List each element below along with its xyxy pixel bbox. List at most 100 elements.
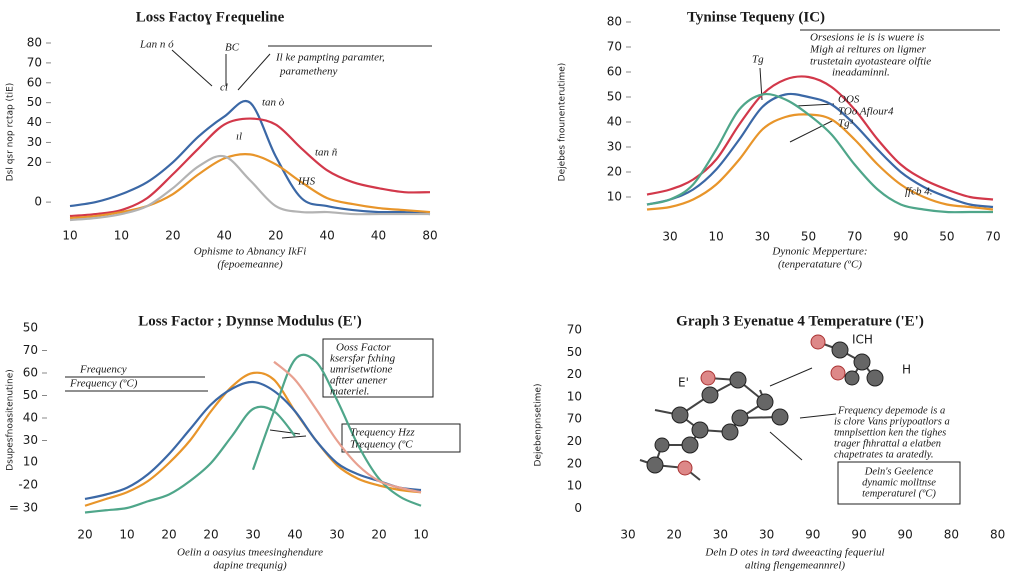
annotation: trustetain ayotasteare olftie [810, 56, 931, 68]
x-tick-label: 20 [161, 528, 176, 542]
y-tick-label: 40 [27, 115, 42, 129]
series-line [69, 154, 430, 222]
note: is clore Vans priypoatlors a [834, 416, 950, 427]
y-tick-label: 40 [23, 411, 38, 425]
x-tick-label: 90 [898, 528, 913, 542]
series-line [84, 380, 422, 501]
y-tick-label: 50 [23, 388, 38, 402]
x-tick-label: 20 [203, 528, 218, 542]
series-line [69, 153, 431, 220]
y-tick-label: 20 [567, 456, 582, 470]
note: Frequency depemode is a [837, 405, 945, 416]
atom-label: ICH [852, 333, 873, 347]
x-tick-label: 40 [320, 229, 335, 243]
x-tick-label: 90 [893, 230, 908, 244]
x-tick-label: 20 [667, 528, 682, 542]
y-tick-label: 70 [607, 40, 622, 54]
y-axis-label: Dsl qsr nop rctap (tiE) [6, 83, 16, 182]
chart-title: Loss Factor ; Dynnse Modulus (E') [138, 313, 362, 329]
y-tick-label: 20 [567, 367, 582, 381]
diagram-title: Graph 3 Eyenatue 4 Temperature ('E') [676, 313, 924, 329]
x-tick-label: 30 [245, 528, 260, 542]
x-tick-label: 20 [165, 229, 180, 243]
x-tick-label: 20 [77, 528, 92, 542]
y-tick-label: 50 [27, 95, 42, 109]
series-line [646, 92, 994, 209]
annotation: Frequency (ºC) [69, 378, 138, 390]
x-tick-label: 30 [755, 230, 770, 244]
note: trager fhhrattal a elatben [834, 438, 941, 449]
y-tick-label: = 30 [9, 501, 38, 515]
y-tick-label: 10 [607, 190, 622, 204]
annotation: tan ò [262, 97, 285, 109]
series-line [69, 117, 431, 218]
series-line [646, 113, 994, 211]
x-tick-label: 80 [422, 229, 437, 243]
y-tick-label: 80 [607, 15, 622, 29]
series-line [273, 360, 422, 494]
y-tick-label: 50 [23, 321, 38, 335]
x-tick-label: 10 [119, 528, 134, 542]
x-tick-label: 40 [287, 528, 302, 542]
y-tick-label: 80 [27, 36, 42, 50]
y-tick-label: 50 [567, 345, 582, 359]
chart-title: Loss Factoɣ Fɾequeline [136, 9, 285, 25]
x-tick-label: 50 [801, 230, 816, 244]
molecule [639, 334, 884, 481]
atom-label: H [902, 363, 911, 377]
annotation: ıl [236, 131, 242, 143]
x-tick-label: 40 [371, 229, 386, 243]
box-text: dynamic molltnse [862, 477, 936, 488]
annotation: Trequency (ºC [350, 439, 413, 451]
y-tick-label: 70 [27, 55, 42, 69]
series-line [251, 353, 422, 507]
box-text: Deln's Geelence [864, 466, 934, 477]
x-axis-label: Deln D otes in tərd dweeacting fequeriul [704, 547, 884, 559]
annotation: tan ñ [315, 147, 338, 159]
annotation: cl [220, 82, 228, 94]
x-tick-label: 20 [268, 229, 283, 243]
x-tick-label: 50 [939, 230, 954, 244]
x-tick-label: 30 [662, 230, 677, 244]
y-axis-label: Dejebes fnounenterutime) [558, 63, 568, 182]
x-tick-label: 30 [620, 528, 635, 542]
x-tick-label: 90 [805, 528, 820, 542]
y-tick-label: 50 [607, 90, 622, 104]
annotation: Trequency Hzz [350, 427, 415, 439]
x-tick-label: 10 [709, 230, 724, 244]
annotation: OOS [838, 94, 860, 106]
x-tick-label: 30 [713, 528, 728, 542]
y-axis-label: Dejebenpnsetime) [534, 384, 544, 467]
y-tick-label: 10 [567, 479, 582, 493]
atom-label: E' [678, 376, 689, 390]
y-tick-label: -20 [18, 478, 38, 492]
annotation: ffcb 4. [905, 186, 933, 198]
annotation: Ooss Factor [336, 342, 391, 354]
y-tick-label: 60 [607, 65, 622, 79]
y-tick-label: 60 [27, 75, 42, 89]
annotation: umrisetwtione [330, 364, 392, 376]
x-tick-label: 70 [985, 230, 1000, 244]
chart-title: Tyninse Tequeny (IC) [687, 9, 825, 25]
annotation: Tg³ [838, 118, 854, 130]
note: chapetrates ta aratedly. [834, 449, 933, 460]
annotation: Lan n ó [139, 39, 174, 51]
box-text: temperaturel (ºC) [862, 488, 936, 499]
annotation: BC [225, 42, 240, 54]
annotation: Frequency [79, 364, 127, 376]
x-axis-label: Oelin a oasyius tmeesinghendure [177, 547, 323, 559]
y-tick-label: 10 [567, 389, 582, 403]
y-tick-label: 0 [34, 195, 42, 209]
annotation: TOo Aflour4 [838, 106, 894, 118]
x-tick-label: 30 [329, 528, 344, 542]
x-tick-label: 70 [847, 230, 862, 244]
x-axis-label: Ophisme to Abnancy IkFi [194, 246, 307, 258]
x-tick-label: 20 [371, 528, 386, 542]
x-axis-label: dapine trequnig) [213, 560, 287, 572]
y-tick-label: 0 [574, 501, 582, 515]
annotation: parametheny [279, 66, 338, 78]
annotation: ineadaminnl. [832, 67, 890, 79]
y-tick-label: 70 [567, 412, 582, 426]
x-axis-label: Dynonic Mepperture: [771, 246, 867, 258]
y-tick-label: 30 [607, 140, 622, 154]
